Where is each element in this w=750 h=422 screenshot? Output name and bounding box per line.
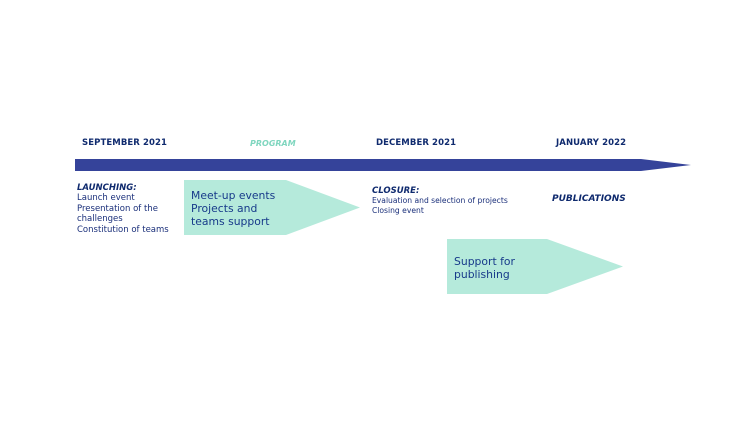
support-arrow-line: publishing bbox=[454, 268, 510, 282]
closure-title: CLOSURE: bbox=[372, 186, 420, 196]
header-program: PROGRAM bbox=[250, 139, 296, 148]
closure-item: Closing event bbox=[372, 206, 424, 215]
timeline-arrow bbox=[75, 159, 691, 171]
program-arrow-text: Meet-up events Projects and teams suppor… bbox=[191, 189, 275, 229]
program-arrow-line: Meet-up events bbox=[191, 189, 276, 202]
support-arrow-line: Support for bbox=[454, 255, 515, 268]
launching-item: Launch event bbox=[77, 193, 135, 203]
publications-title: PUBLICATIONS bbox=[552, 194, 626, 204]
support-arrow-text: Support for publishing bbox=[454, 255, 515, 281]
closure-section: CLOSURE: Evaluation and selection of pro… bbox=[372, 186, 508, 216]
header-december-2021: DECEMBER 2021 bbox=[376, 138, 457, 148]
header-september-2021: SEPTEMBER 2021 bbox=[82, 138, 168, 148]
launching-title: LAUNCHING: bbox=[77, 183, 137, 193]
launching-section: LAUNCHING: Launch event Presentation of … bbox=[77, 183, 169, 236]
header-january-2022: JANUARY 2022 bbox=[556, 138, 627, 148]
launching-item: challenges bbox=[77, 214, 123, 225]
program-arrow-line: Projects and bbox=[191, 202, 258, 216]
timeline-arrow-shape bbox=[75, 159, 691, 171]
support-arrow-shape bbox=[447, 239, 623, 294]
program-arrow-line: teams support bbox=[191, 215, 270, 229]
closure-item: Evaluation and selection of projects bbox=[372, 196, 508, 205]
program-arrow bbox=[184, 180, 360, 235]
launching-item: Constitution of teams bbox=[77, 225, 169, 236]
support-arrow bbox=[447, 239, 623, 294]
program-arrow-shape bbox=[184, 180, 360, 235]
launching-item: Presentation of the bbox=[77, 203, 158, 214]
